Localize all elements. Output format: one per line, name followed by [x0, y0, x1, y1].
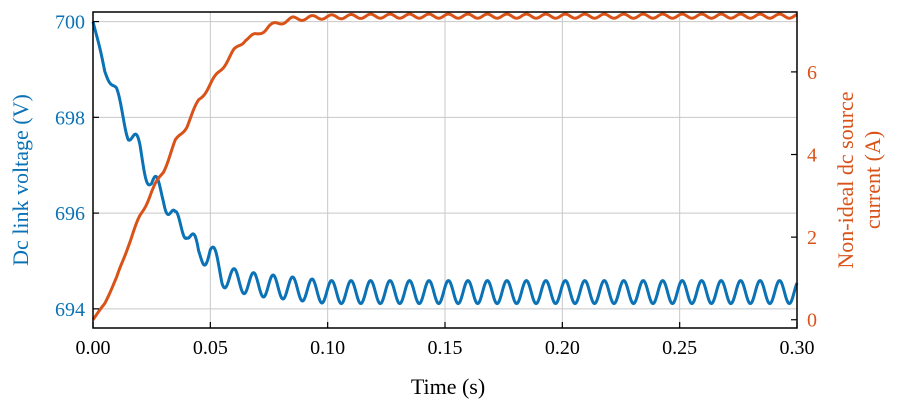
x-axis-title: Time (s)	[411, 374, 485, 399]
right-y-tick-label: 4	[807, 145, 817, 167]
right-y-axis-title: Non-ideal dc source current (A)	[833, 91, 885, 268]
x-tick-label: 0.15	[428, 337, 463, 359]
left-y-axis-title: Dc link voltage (V)	[8, 94, 33, 266]
x-tick-label: 0.00	[76, 337, 111, 359]
right-y-tick-label: 2	[807, 227, 817, 249]
right-y-axis-title-line1: Non-ideal dc source	[833, 91, 858, 268]
x-tick-label: 0.20	[545, 337, 580, 359]
series-layer	[91, 12, 799, 321]
right-y-axis-title-line2: current (A)	[860, 131, 885, 229]
left-y-tick-label: 696	[55, 203, 85, 225]
x-tick-label: 0.10	[310, 337, 345, 359]
dc-source-current-line	[91, 12, 799, 321]
left-y-tick-label: 698	[55, 107, 85, 129]
left-y-tick-label: 700	[55, 12, 85, 34]
grid-lines	[92, 12, 798, 328]
x-tick-label: 0.05	[193, 337, 228, 359]
tick-layer: 0.00 0.05 0.10 0.15 0.20 0.25 0.30 694 696 698 700…	[55, 12, 817, 359]
dc-link-voltage-line	[91, 21, 799, 306]
left-y-tick-label: 694	[55, 299, 85, 321]
right-y-tick-label: 6	[807, 62, 817, 84]
right-y-tick-label: 0	[807, 310, 817, 332]
x-tick-label: 0.25	[662, 337, 697, 359]
x-tick-label: 0.30	[780, 337, 815, 359]
